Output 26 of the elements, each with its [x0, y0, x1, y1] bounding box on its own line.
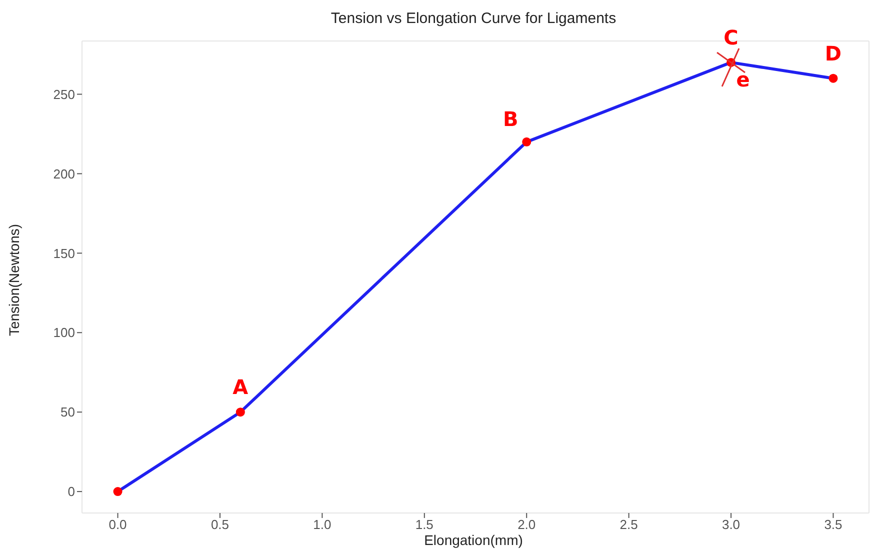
x-tick-label: 2.0: [518, 517, 536, 532]
point: [236, 408, 245, 417]
point: [113, 487, 122, 496]
y-tick-label: 100: [53, 325, 75, 340]
x-tick-label: 1.5: [415, 517, 434, 532]
y-axis-title: Tension(Newtons): [6, 223, 22, 336]
x-tick-label: 1.0: [313, 517, 332, 532]
y-tick-label: 150: [53, 246, 75, 261]
annotation: A: [232, 375, 249, 400]
x-tick-label: 2.5: [620, 517, 638, 532]
annotation: D: [824, 41, 842, 66]
point: [522, 137, 532, 146]
annotation: C: [724, 25, 738, 50]
y-tick-label: 50: [60, 404, 75, 420]
annotation: e: [736, 67, 750, 92]
x-tick-label: 0.0: [108, 517, 127, 532]
annotation: B: [502, 106, 518, 131]
x-tick-label: 3.0: [722, 517, 740, 532]
x-tick-label: 3.5: [824, 517, 842, 532]
y-tick-label: 200: [53, 166, 75, 182]
point: [828, 74, 838, 83]
chart-title: Tension vs Elongation Curve for Ligaments: [330, 10, 618, 27]
y-tick-label: 250: [53, 86, 75, 102]
x-tick-label: 0.5: [210, 517, 230, 532]
x-axis-title: Elongation(mm): [423, 532, 524, 548]
y-tick-label: 0: [68, 484, 75, 500]
